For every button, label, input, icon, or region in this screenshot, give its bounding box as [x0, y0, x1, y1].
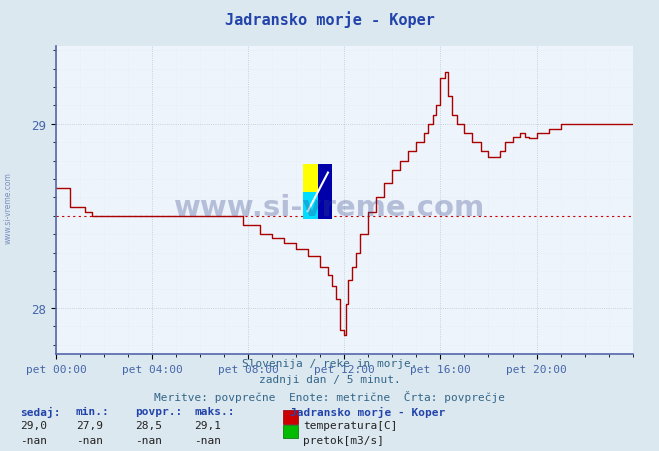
Text: -nan: -nan	[135, 435, 162, 445]
Text: -nan: -nan	[194, 435, 221, 445]
Text: -nan: -nan	[76, 435, 103, 445]
Text: Meritve: povprečne  Enote: metrične  Črta: povprečje: Meritve: povprečne Enote: metrične Črta:…	[154, 390, 505, 402]
Text: sedaj:: sedaj:	[20, 406, 60, 417]
FancyBboxPatch shape	[304, 193, 318, 220]
FancyBboxPatch shape	[304, 165, 318, 193]
Text: zadnji dan / 5 minut.: zadnji dan / 5 minut.	[258, 374, 401, 384]
Text: 27,9: 27,9	[76, 420, 103, 430]
Text: Jadransko morje - Koper: Jadransko morje - Koper	[290, 406, 445, 417]
FancyBboxPatch shape	[318, 165, 332, 220]
Text: Jadransko morje - Koper: Jadransko morje - Koper	[225, 11, 434, 28]
Text: 29,1: 29,1	[194, 420, 221, 430]
Text: maks.:: maks.:	[194, 406, 235, 416]
Text: povpr.:: povpr.:	[135, 406, 183, 416]
Text: temperatura[C]: temperatura[C]	[303, 420, 397, 430]
Text: -nan: -nan	[20, 435, 47, 445]
Text: www.si-vreme.com: www.si-vreme.com	[3, 171, 13, 244]
Text: 29,0: 29,0	[20, 420, 47, 430]
Text: www.si-vreme.com: www.si-vreme.com	[174, 193, 485, 221]
Text: Slovenija / reke in morje.: Slovenija / reke in morje.	[242, 359, 417, 368]
Text: min.:: min.:	[76, 406, 109, 416]
Text: 28,5: 28,5	[135, 420, 162, 430]
Text: pretok[m3/s]: pretok[m3/s]	[303, 435, 384, 445]
